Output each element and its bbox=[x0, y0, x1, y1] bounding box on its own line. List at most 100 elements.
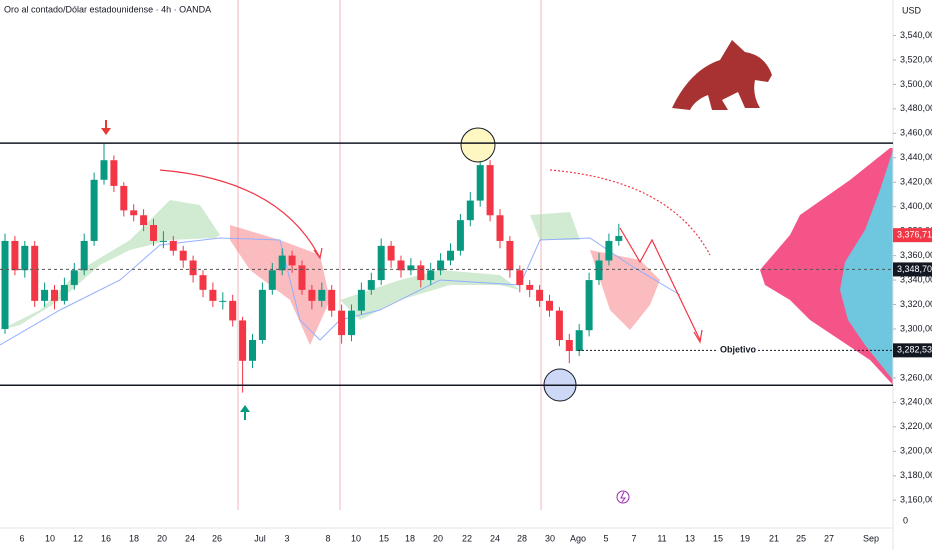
x-tick-label: 21 bbox=[769, 533, 779, 543]
candle-body bbox=[387, 245, 395, 261]
x-tick-label: 19 bbox=[740, 533, 750, 543]
axis-zero-label: 0 bbox=[903, 515, 908, 525]
candle-body bbox=[447, 250, 454, 261]
candle-body bbox=[536, 289, 544, 301]
candle-body bbox=[150, 225, 157, 241]
price-label-bg bbox=[893, 228, 932, 243]
projection-path bbox=[619, 227, 701, 341]
y-tick-label: 3,520,000 bbox=[900, 54, 932, 64]
y-tick-label: 3,180,000 bbox=[900, 470, 932, 480]
x-tick-label: 11 bbox=[657, 533, 666, 543]
candle-body bbox=[476, 165, 484, 201]
y-tick-label: 3,300,000 bbox=[900, 323, 932, 333]
x-tick-label: 3 bbox=[284, 533, 289, 543]
candle-body bbox=[565, 340, 573, 352]
candle-body bbox=[90, 179, 98, 241]
candle-body bbox=[595, 260, 603, 281]
candle-body bbox=[437, 260, 445, 271]
x-tick-label: Sep bbox=[863, 533, 879, 543]
arrow-head bbox=[313, 247, 323, 260]
y-tick-label: 3,460,000 bbox=[900, 128, 932, 138]
x-tick-label: 27 bbox=[824, 533, 834, 543]
y-tick-label: 3,260,000 bbox=[900, 372, 932, 382]
cloud-red bbox=[590, 250, 660, 330]
x-tick-label: 13 bbox=[685, 533, 695, 543]
x-tick-label: 10 bbox=[351, 533, 361, 543]
x-tick-label: 15 bbox=[379, 533, 389, 543]
y-tick-label: 3,540,000 bbox=[900, 30, 932, 40]
candle-body bbox=[51, 289, 58, 301]
x-tick-label: 16 bbox=[101, 533, 111, 543]
x-tick-label: 18 bbox=[129, 533, 139, 543]
candle-body bbox=[546, 300, 553, 311]
x-tick-label: 18 bbox=[405, 533, 415, 543]
candle-body bbox=[615, 236, 623, 241]
candle-body bbox=[526, 284, 534, 290]
cloud-green bbox=[530, 212, 580, 240]
candle-body bbox=[159, 240, 167, 242]
chart-title: Oro al contado/Dólar estadounidense · 4h… bbox=[4, 4, 211, 14]
currency-label: USD bbox=[902, 5, 922, 15]
x-tick-label: 6 bbox=[19, 533, 24, 543]
candle-body bbox=[328, 289, 336, 311]
candle-body bbox=[11, 240, 19, 271]
event-bolt bbox=[620, 491, 626, 503]
candle-body bbox=[456, 220, 464, 251]
y-tick-label: 3,480,000 bbox=[900, 103, 932, 113]
candle-body bbox=[427, 270, 435, 281]
candle-body bbox=[120, 185, 128, 211]
candle-body bbox=[397, 260, 405, 271]
x-tick-label: 22 bbox=[462, 533, 472, 543]
candle-body bbox=[199, 275, 207, 290]
candle-body bbox=[308, 289, 316, 301]
curve-arrow bbox=[159, 169, 321, 259]
candle-body bbox=[466, 200, 474, 221]
x-tick-label: 10 bbox=[45, 533, 55, 543]
target-label: Objetivo bbox=[720, 345, 757, 355]
candle-body bbox=[100, 160, 108, 180]
candle-body bbox=[140, 215, 148, 226]
y-tick-label: 3,400,000 bbox=[900, 201, 932, 211]
candle-body bbox=[239, 320, 247, 361]
candle-body bbox=[278, 255, 286, 271]
price-label: 3,376,715 bbox=[897, 230, 932, 240]
x-tick-label: 20 bbox=[157, 533, 167, 543]
candle-body bbox=[407, 265, 415, 271]
x-tick-label: 24 bbox=[490, 533, 500, 543]
cloud-red bbox=[230, 225, 330, 345]
y-tick-label: 3,240,000 bbox=[900, 397, 932, 407]
kijun-line bbox=[0, 237, 681, 346]
candle-body bbox=[179, 250, 187, 261]
bear-logo bbox=[672, 40, 772, 110]
candle-body bbox=[506, 240, 514, 271]
y-tick-label: 3,440,000 bbox=[900, 152, 932, 162]
candle-body bbox=[516, 270, 524, 285]
candle-body bbox=[110, 160, 118, 186]
candle-body bbox=[338, 310, 346, 336]
candle-body bbox=[288, 255, 296, 266]
top-circle bbox=[460, 127, 496, 163]
candle-body bbox=[555, 310, 563, 340]
x-tick-label: 24 bbox=[185, 533, 195, 543]
session-lines bbox=[237, 0, 542, 510]
y-tick-label: 3,220,000 bbox=[900, 421, 932, 431]
down-marker bbox=[101, 120, 111, 135]
candle-body bbox=[130, 210, 138, 216]
x-tick-label: 5 bbox=[603, 533, 608, 543]
candle-body bbox=[1, 240, 9, 329]
x-tick-label: 30 bbox=[545, 533, 555, 543]
candle-body bbox=[80, 240, 88, 271]
volume-profile-cyan bbox=[840, 150, 893, 380]
candle-body bbox=[258, 289, 266, 340]
arrow-head bbox=[693, 329, 703, 344]
y-tick-label: 3,500,000 bbox=[900, 79, 932, 89]
y-tick-label: 3,320,000 bbox=[900, 299, 932, 309]
candle-body bbox=[169, 240, 177, 251]
price-label-bg bbox=[893, 262, 932, 277]
candle-body bbox=[575, 330, 583, 352]
candle-body bbox=[318, 289, 326, 301]
x-tick-label: 25 bbox=[796, 533, 806, 543]
candle-body bbox=[219, 300, 227, 302]
candle-body bbox=[60, 284, 68, 301]
